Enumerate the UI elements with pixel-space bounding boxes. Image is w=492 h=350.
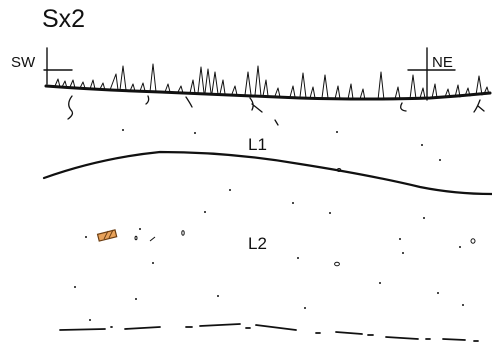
orientation-label-sw: SW — [11, 54, 36, 71]
orientation-label-ne: NE — [432, 54, 453, 71]
small-stones — [134, 168, 476, 267]
section-base-line — [59, 323, 479, 342]
section-title: Sx2 — [42, 5, 85, 33]
ground-surface — [44, 63, 492, 101]
layer-label-l2: L2 — [248, 234, 267, 253]
inclusions — [74, 129, 464, 321]
orientation-marker-sw: SW — [11, 47, 73, 85]
orientation-marker-ne: NE — [407, 47, 456, 101]
find-fragment — [96, 229, 118, 242]
layer-boundary — [42, 150, 492, 196]
root-traces — [67, 95, 485, 126]
layer-label-l1: L1 — [248, 135, 267, 154]
